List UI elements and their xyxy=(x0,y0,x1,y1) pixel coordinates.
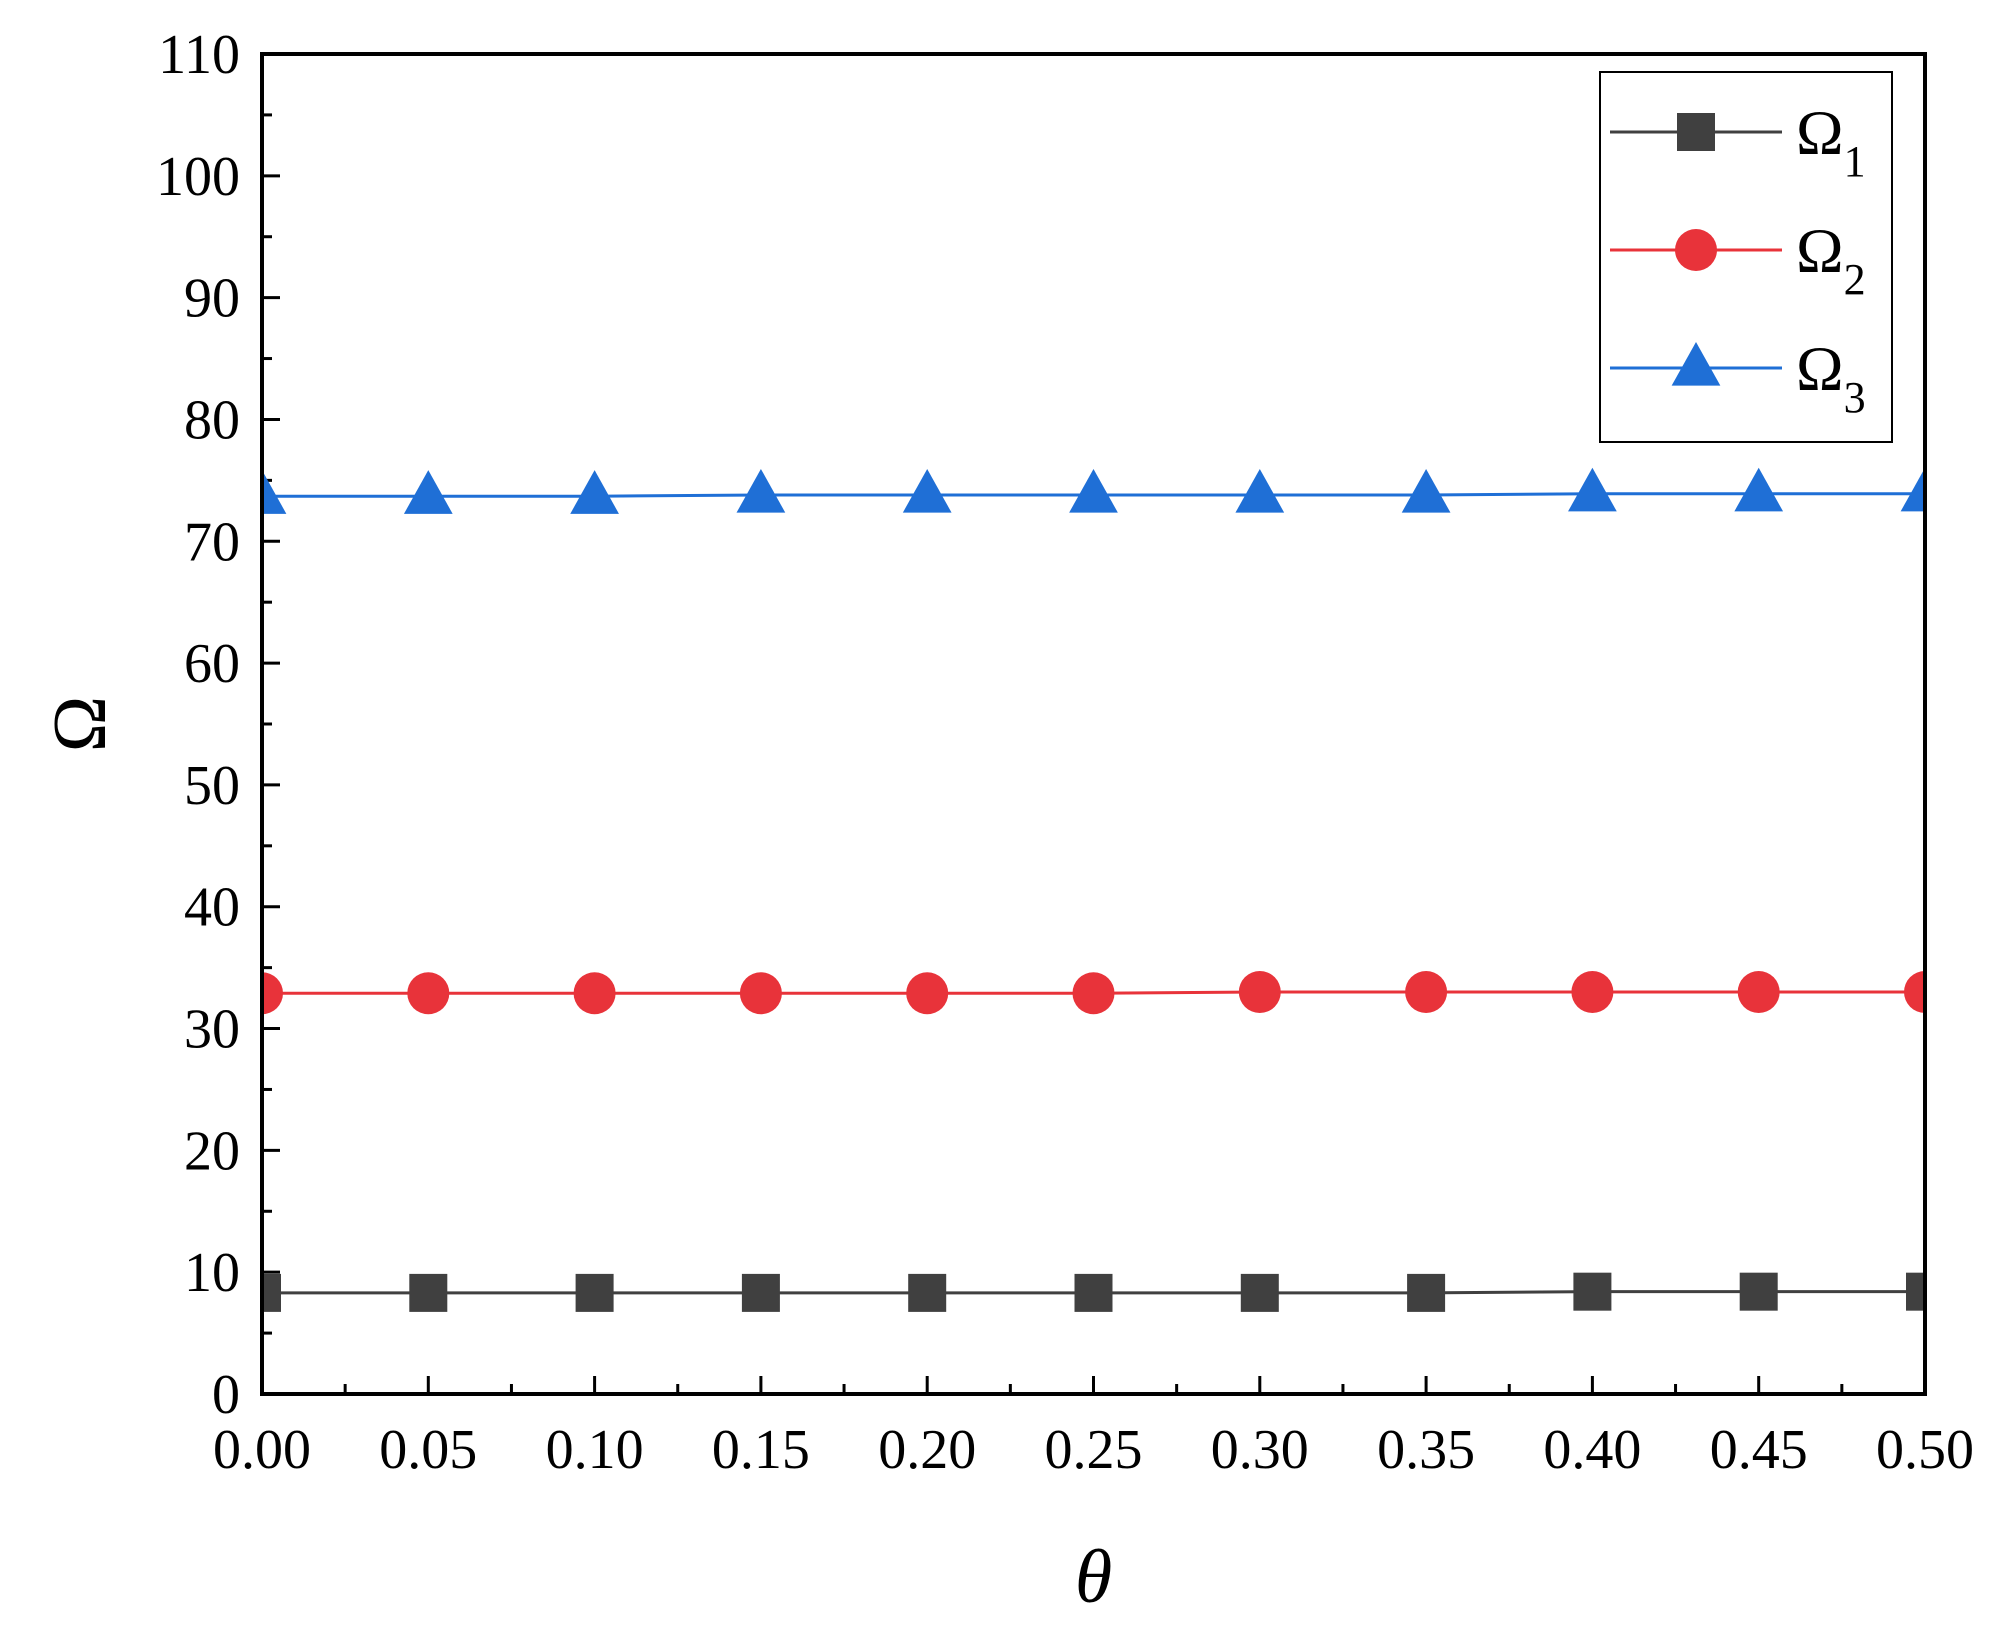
data-point xyxy=(736,468,786,513)
data-point xyxy=(262,470,287,514)
plot-frame xyxy=(260,52,1927,1396)
data-point xyxy=(1568,467,1617,512)
legend-box xyxy=(1599,71,1893,443)
y-tick-label: 90 xyxy=(184,268,240,330)
data-point xyxy=(403,470,453,514)
x-tick-label: 0.20 xyxy=(878,1419,976,1481)
x-tick-label: 0.50 xyxy=(1876,1419,1974,1481)
data-point xyxy=(262,1273,281,1312)
series-layer xyxy=(262,467,1925,1312)
data-point xyxy=(739,972,782,1015)
data-point xyxy=(1401,468,1451,513)
x-axis-label: θ xyxy=(1075,1535,1112,1619)
series-3 xyxy=(262,467,1925,514)
y-tick-label: 30 xyxy=(184,999,240,1061)
legend-subscript: 3 xyxy=(1844,373,1866,422)
data-point xyxy=(573,972,616,1015)
series-1 xyxy=(262,1272,1925,1312)
y-tick-label: 70 xyxy=(184,511,240,573)
data-point xyxy=(407,972,450,1015)
legend-symbol: Ω xyxy=(1796,215,1844,286)
y-tick-label: 60 xyxy=(184,633,240,695)
legend-item: Ω3 xyxy=(1610,333,1866,422)
legend-marker xyxy=(1677,113,1715,151)
legend-label: Ω1 xyxy=(1796,97,1866,186)
series-2 xyxy=(262,971,1925,1015)
legend-item: Ω1 xyxy=(1610,97,1866,186)
y-tick-label: 10 xyxy=(184,1242,240,1304)
x-tick-label: 0.40 xyxy=(1543,1419,1641,1481)
y-tick-label: 20 xyxy=(184,1120,240,1182)
legend-marker xyxy=(1671,341,1721,386)
y-tick-label: 100 xyxy=(156,146,240,208)
data-point xyxy=(1906,1272,1925,1311)
legend-label: Ω3 xyxy=(1796,333,1866,422)
data-point xyxy=(1235,468,1285,513)
x-tick-label: 0.05 xyxy=(379,1419,477,1481)
data-point xyxy=(1238,971,1281,1013)
y-tick-label: 40 xyxy=(184,877,240,939)
y-axis-label: Ω xyxy=(38,696,122,752)
legend-label: Ω2 xyxy=(1796,215,1866,304)
axes: 0.00 0.05 0.10 0.15 0.20 0.25 0.30 0.35 0.40 0.45… xyxy=(156,24,1974,1481)
data-point xyxy=(1900,467,1925,512)
x-tick-label: 0.30 xyxy=(1211,1419,1309,1481)
y-tick-label: 50 xyxy=(184,755,240,817)
x-tick-label: 0.10 xyxy=(546,1419,644,1481)
data-point xyxy=(570,470,619,514)
data-point xyxy=(1074,1273,1113,1312)
legend-subscript: 2 xyxy=(1844,255,1866,304)
x-tick-label: 0.00 xyxy=(213,1419,311,1481)
data-point xyxy=(1405,971,1448,1013)
data-point xyxy=(1069,468,1118,513)
data-point xyxy=(1240,1273,1279,1312)
y-tick-label: 0 xyxy=(212,1364,240,1426)
legend-symbol: Ω xyxy=(1796,333,1844,404)
x-tick-label: 0.25 xyxy=(1045,1419,1143,1481)
data-point xyxy=(906,972,949,1015)
data-point xyxy=(1904,971,1925,1013)
legend-item: Ω2 xyxy=(1610,215,1866,304)
data-point xyxy=(409,1273,448,1312)
data-point xyxy=(1072,972,1115,1015)
data-point xyxy=(902,468,952,513)
x-tick-label: 0.45 xyxy=(1710,1419,1808,1481)
legend-symbol: Ω xyxy=(1796,97,1844,168)
y-tick-label: 80 xyxy=(184,389,240,451)
legend-subscript: 1 xyxy=(1844,137,1866,186)
data-point xyxy=(575,1273,614,1312)
data-point xyxy=(1407,1273,1446,1312)
x-tick-label: 0.15 xyxy=(712,1419,810,1481)
y-tick-label: 110 xyxy=(158,24,240,86)
data-point xyxy=(1571,971,1614,1013)
legend-marker xyxy=(1675,229,1717,271)
data-point xyxy=(1737,971,1780,1013)
data-point xyxy=(1573,1272,1612,1311)
data-point xyxy=(1739,1272,1778,1311)
data-point xyxy=(1734,467,1784,512)
data-point xyxy=(908,1273,947,1312)
data-point xyxy=(262,972,283,1015)
x-tick-label: 0.35 xyxy=(1377,1419,1475,1481)
data-point xyxy=(741,1273,780,1312)
